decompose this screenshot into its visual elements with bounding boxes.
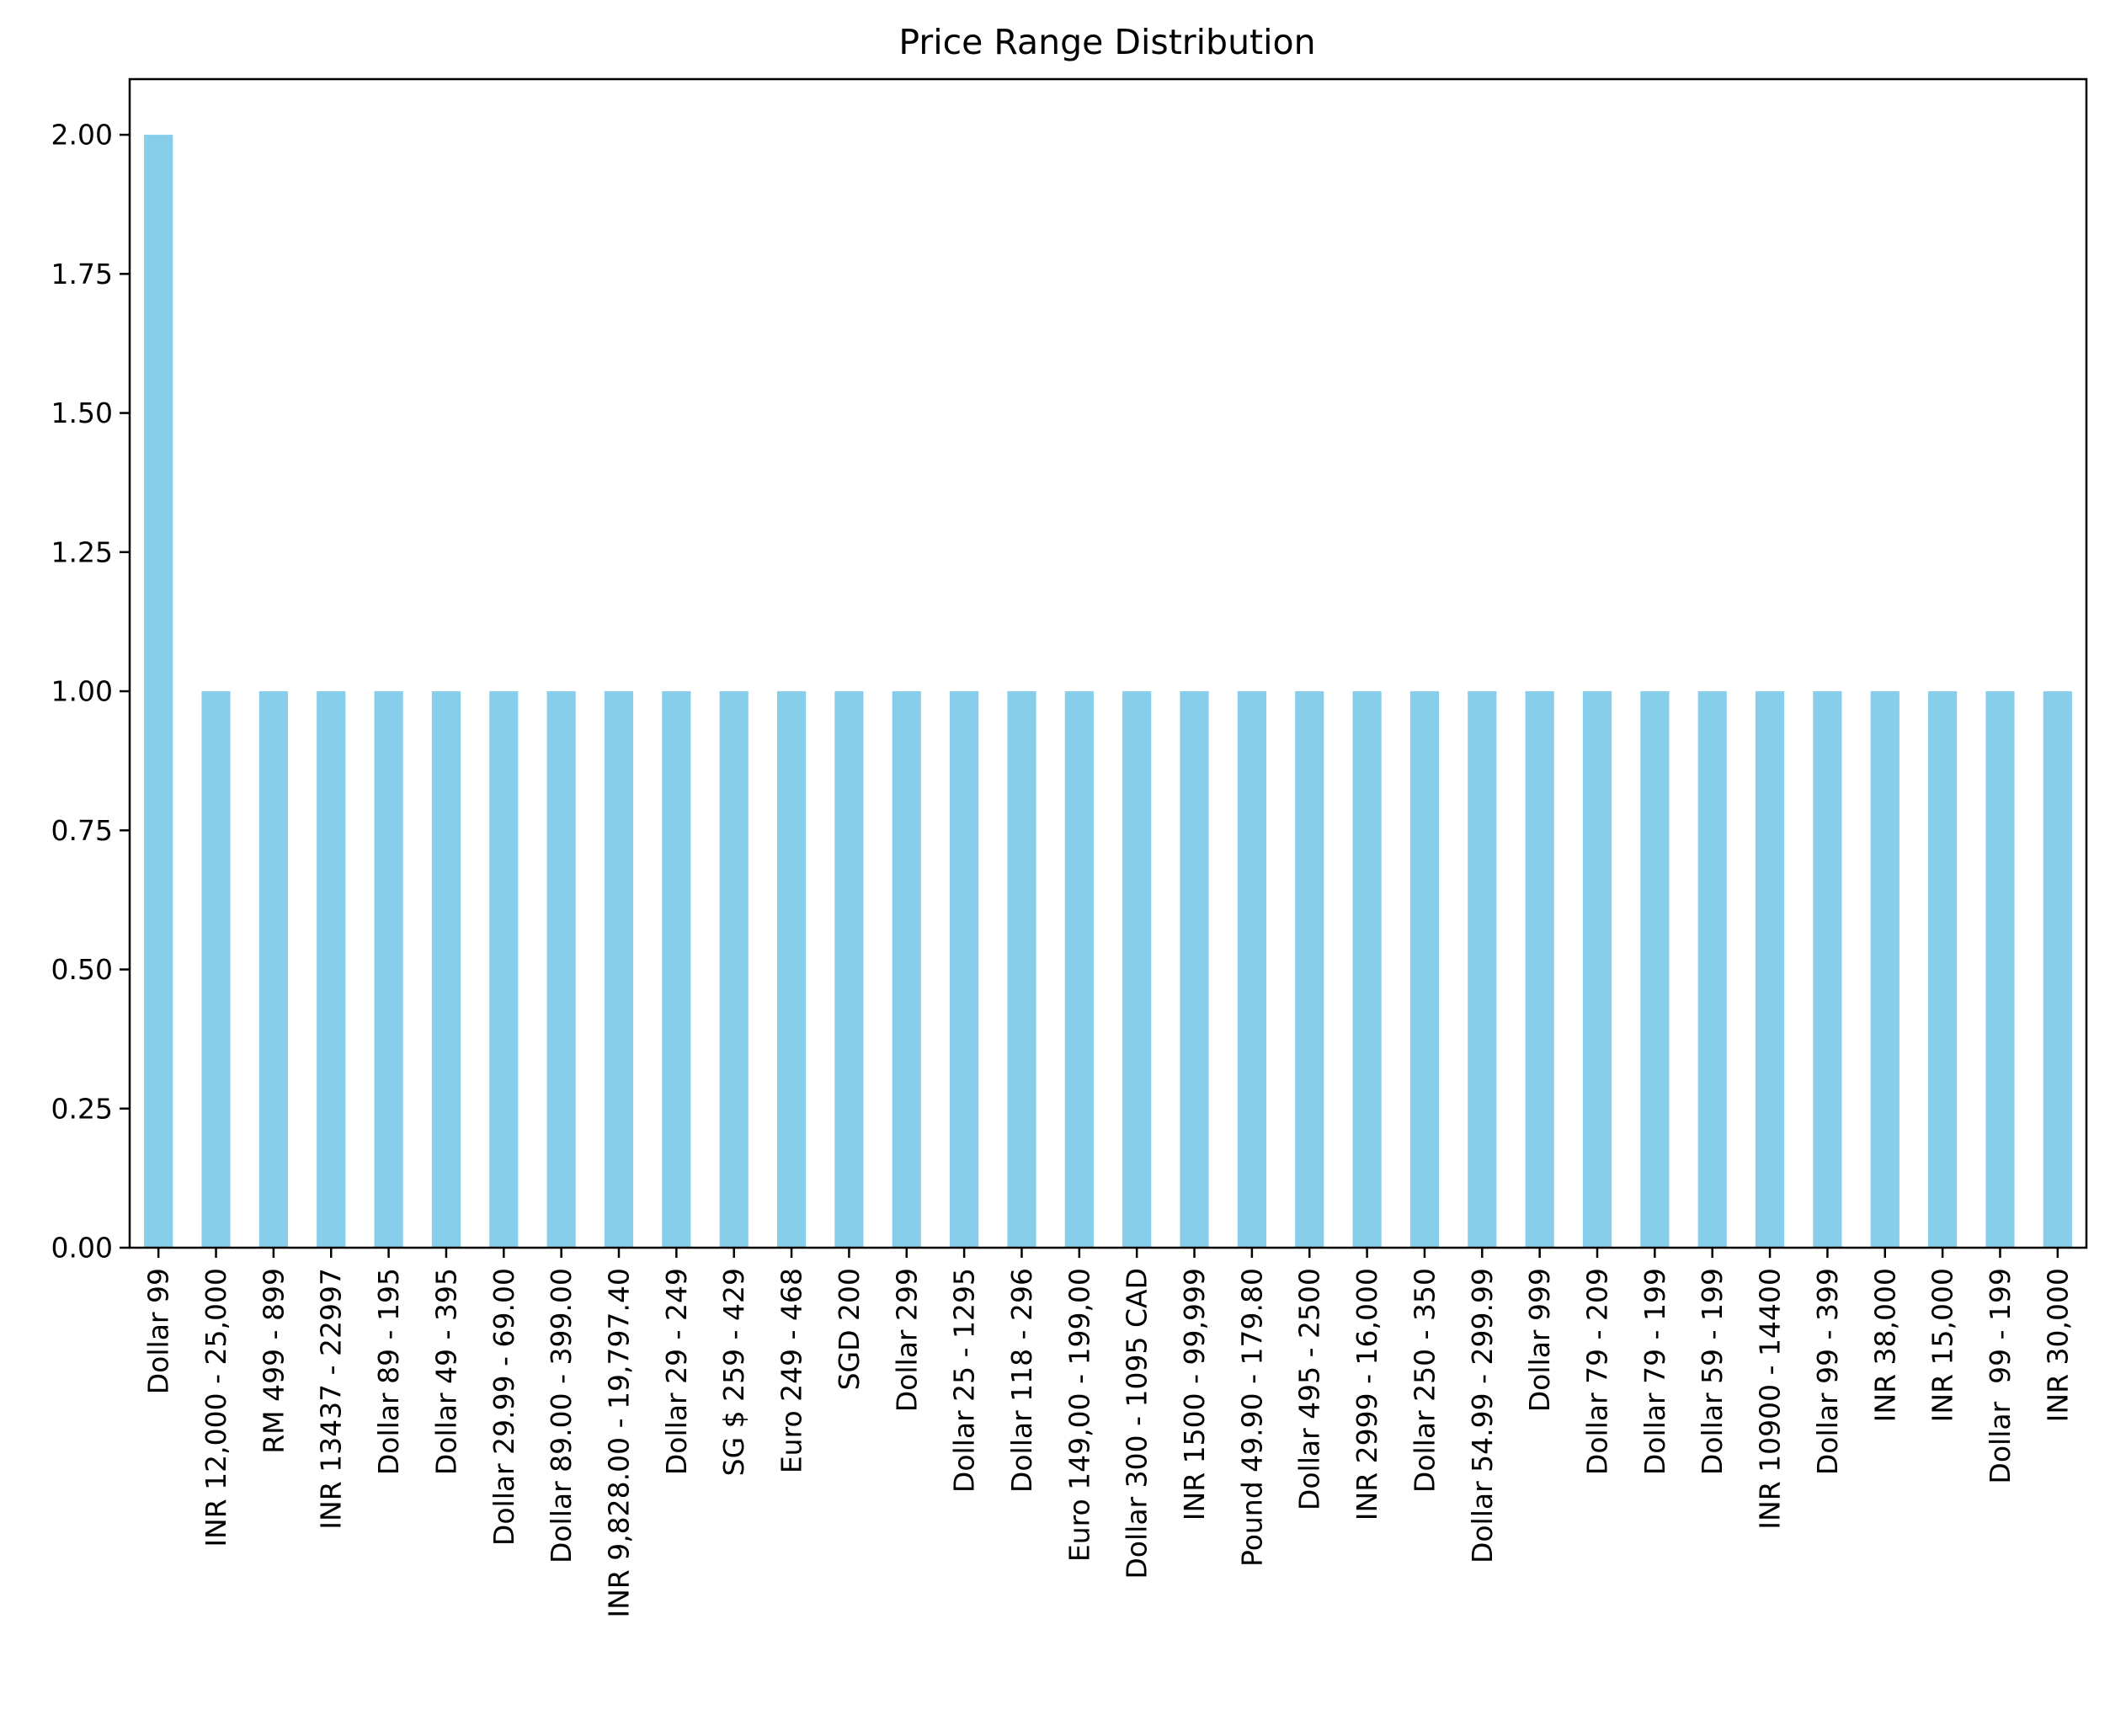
bar bbox=[1409, 691, 1440, 1248]
x-tick-label: SGD 200 bbox=[833, 1268, 866, 1390]
x-tick-label: INR 9,828.00 - 19,797.40 bbox=[603, 1268, 636, 1618]
bar bbox=[1813, 691, 1842, 1248]
x-tick-label: Dollar 49 - 395 bbox=[429, 1268, 462, 1475]
bar bbox=[662, 691, 691, 1248]
x-tick-label: Dollar 99 - 399 bbox=[1811, 1268, 1844, 1475]
bar bbox=[1755, 691, 1785, 1248]
bar bbox=[1985, 691, 2015, 1248]
bar bbox=[317, 691, 346, 1248]
y-tick-label: 1.00 bbox=[51, 675, 113, 708]
x-tick-label: INR 1500 - 99,999 bbox=[1178, 1268, 1211, 1520]
bar bbox=[1064, 691, 1094, 1248]
x-tick-label: Dollar 89.00 - 399.00 bbox=[545, 1268, 578, 1563]
x-tick-label: INR 13437 - 22997 bbox=[315, 1268, 348, 1530]
x-tick-label: INR 2999 - 16,000 bbox=[1351, 1268, 1383, 1520]
x-tick-label: Dollar 118 - 296 bbox=[1005, 1268, 1038, 1493]
x-tick-label: Dollar 79 - 199 bbox=[1638, 1268, 1671, 1475]
x-tick-label: Dollar 29.99 - 69.00 bbox=[488, 1268, 520, 1546]
x-tick-label: Dollar 495 - 2500 bbox=[1293, 1268, 1326, 1510]
y-tick-label: 0.75 bbox=[51, 814, 113, 847]
bar bbox=[1468, 691, 1497, 1248]
x-tick-label: INR 10900 - 14400 bbox=[1754, 1268, 1787, 1530]
x-tick-label: Euro 249 - 468 bbox=[775, 1268, 808, 1473]
x-tick-label: INR 12,000 - 25,000 bbox=[200, 1268, 232, 1547]
axes-frame bbox=[128, 77, 2088, 1249]
y-tick-label: 1.25 bbox=[51, 535, 113, 568]
x-tick-label: INR 38,000 bbox=[1868, 1268, 1901, 1422]
x-tick-label: RM 499 - 899 bbox=[257, 1268, 290, 1454]
bar bbox=[834, 691, 864, 1248]
bar bbox=[1180, 691, 1209, 1248]
x-tick-label: Dollar 79 - 209 bbox=[1581, 1268, 1614, 1475]
bar bbox=[950, 691, 979, 1248]
bar bbox=[776, 691, 807, 1248]
bar bbox=[201, 691, 231, 1248]
y-tick-label: 1.50 bbox=[51, 397, 113, 429]
bar bbox=[892, 691, 921, 1248]
x-tick-label: Dollar 29 - 249 bbox=[660, 1268, 693, 1475]
x-tick-label: Euro 149,00 - 199,00 bbox=[1063, 1268, 1095, 1562]
bar bbox=[1640, 691, 1670, 1248]
x-tick-label: SG $ 259 - 429 bbox=[717, 1268, 750, 1476]
y-tick-label: 0.50 bbox=[51, 953, 113, 986]
y-tick-label: 2.00 bbox=[51, 119, 113, 152]
bar bbox=[374, 691, 403, 1248]
y-axis: 0.00 0.25 0.50 0.75 1.00 1.25 1.50 1.75 2.00 bbox=[51, 119, 130, 1265]
bar bbox=[431, 691, 461, 1248]
bar bbox=[144, 135, 173, 1249]
x-tick-label: Dollar 250 - 350 bbox=[1408, 1268, 1441, 1493]
bar bbox=[1870, 691, 1900, 1248]
bar bbox=[1295, 691, 1324, 1248]
bar bbox=[1697, 691, 1727, 1248]
bar bbox=[604, 691, 634, 1248]
bar bbox=[1237, 691, 1266, 1248]
x-tick-label: Dollar 300 - 1095 CAD bbox=[1121, 1268, 1154, 1579]
x-tick-label: Dollar 99 - 199 bbox=[1984, 1268, 2017, 1484]
x-axis: Dollar 99 INR 12,000 - 25,000 RM 499 - 899… bbox=[142, 1248, 2074, 1618]
bar bbox=[1928, 691, 1958, 1248]
bar bbox=[1122, 691, 1152, 1248]
x-tick-label: Pound 49.90 - 179.80 bbox=[1235, 1268, 1268, 1567]
bar bbox=[1582, 691, 1612, 1248]
bar bbox=[489, 691, 519, 1248]
bar bbox=[258, 691, 288, 1248]
x-tick-label: INR 30,000 bbox=[2041, 1268, 2074, 1422]
x-tick-label: Dollar 99 bbox=[142, 1268, 175, 1394]
bar bbox=[1352, 691, 1382, 1248]
bar bbox=[2043, 691, 2072, 1248]
bars-layer bbox=[144, 135, 2072, 1249]
x-tick-label: Dollar 89 - 195 bbox=[372, 1268, 405, 1475]
x-tick-label: Dollar 54.99 - 299.99 bbox=[1466, 1268, 1499, 1563]
x-tick-label: Dollar 299 bbox=[890, 1268, 923, 1412]
x-tick-label: Dollar 999 bbox=[1523, 1268, 1556, 1412]
bar bbox=[1007, 691, 1036, 1248]
bar bbox=[719, 691, 749, 1248]
bar bbox=[546, 691, 576, 1248]
x-tick-label: Dollar 25 - 1295 bbox=[948, 1268, 981, 1493]
bar bbox=[1525, 691, 1554, 1248]
x-tick-label: Dollar 59 - 199 bbox=[1696, 1268, 1729, 1475]
chart-title: Price Range Distribution bbox=[898, 22, 1315, 62]
y-tick-label: 0.00 bbox=[51, 1232, 113, 1265]
x-tick-label: INR 15,000 bbox=[1926, 1268, 1959, 1422]
y-tick-label: 1.75 bbox=[51, 258, 113, 290]
y-tick-label: 0.25 bbox=[51, 1092, 113, 1125]
